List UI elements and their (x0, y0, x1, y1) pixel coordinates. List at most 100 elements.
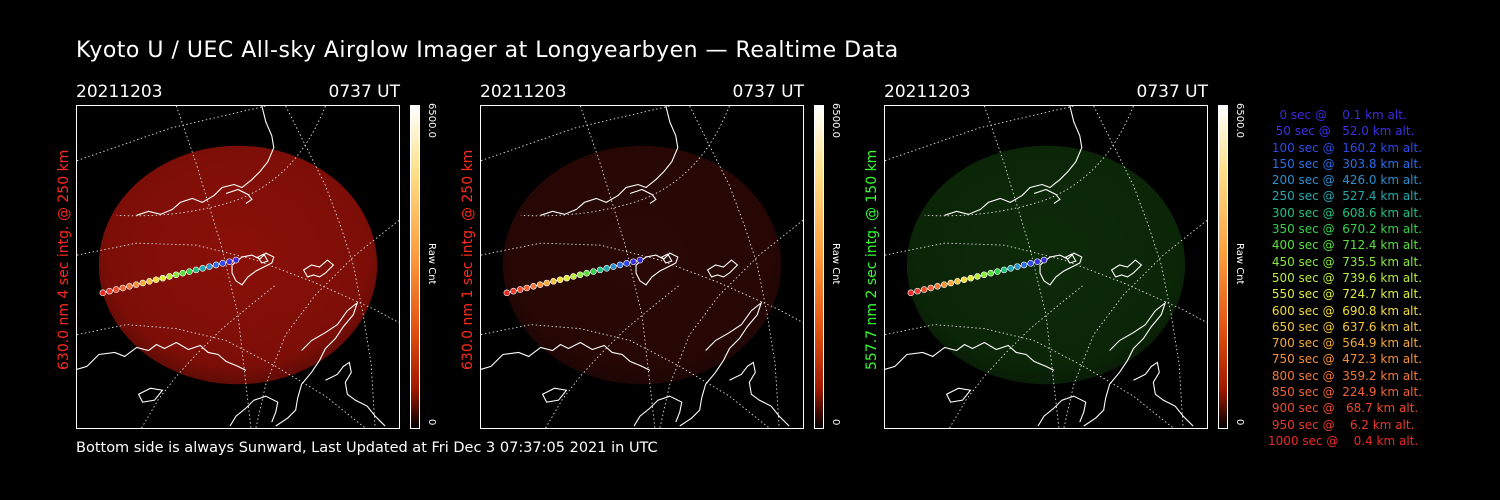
coastline (275, 301, 359, 427)
legend-entry: 950 sec @ 6.2 km alt. (1268, 417, 1415, 432)
colorbar-unit-label: Raw Cnt (426, 243, 437, 285)
trajectory-point (119, 284, 127, 292)
trajectory-point (576, 271, 584, 279)
trajectory-point (596, 266, 604, 274)
panel-ylabel: 557.7 nm 2 sec intg. @ 150 km (864, 149, 880, 370)
trajectory-point (563, 274, 571, 282)
colorbar-max-label: 6500.0 (830, 103, 841, 138)
trajectory-point (503, 289, 511, 297)
coastline (944, 106, 1083, 216)
lat-lon-grid-line (77, 106, 266, 162)
trajectory-point (616, 261, 624, 269)
trajectory-point (166, 273, 173, 280)
airglow-field (502, 145, 782, 385)
panel-date: 20211203 (480, 82, 567, 102)
lat-lon-grid-line (924, 106, 1134, 217)
trajectory-point (212, 261, 220, 269)
colorbar-min-label: 0 (830, 419, 841, 426)
coastline (729, 361, 790, 427)
lat-lon-grid-line (255, 219, 399, 428)
trajectory-point (550, 278, 557, 285)
lat-lon-grid-line (659, 219, 803, 428)
legend-entry: 800 sec @ 359.2 km alt. (1268, 368, 1423, 383)
trajectory-point (536, 281, 544, 288)
allsky-map-svg (481, 106, 803, 428)
trajectory-point (623, 260, 630, 267)
legend-entry: 150 sec @ 303.8 km alt. (1268, 156, 1423, 171)
allsky-image-panel (884, 105, 1208, 429)
lat-lon-grid-line (949, 284, 1085, 428)
lat-lon-grid-line (285, 106, 376, 428)
coastline (229, 395, 279, 427)
trajectory-point (1014, 263, 1021, 270)
trajectory-point (112, 286, 120, 293)
legend-entry: 450 sec @ 735.5 km alt. (1268, 254, 1423, 269)
trajectory-point (907, 289, 915, 297)
trajectory-point (516, 286, 524, 293)
coastline (679, 301, 763, 427)
legend-entry: 100 sec @ 160.2 km alt. (1268, 140, 1423, 155)
trajectory-point (980, 271, 988, 279)
trajectory-point (1040, 256, 1048, 264)
trajectory-point (1000, 266, 1008, 274)
lat-lon-grid-line (1063, 219, 1207, 428)
legend-entry: 550 sec @ 724.7 km alt. (1268, 287, 1423, 302)
coastline (1065, 253, 1077, 264)
trajectory-point (199, 265, 206, 272)
colorbar (814, 105, 824, 429)
colorbar-unit-label: Raw Cnt (1234, 243, 1245, 285)
colorbar-max-label: 6500.0 (426, 103, 437, 138)
trajectory-point (947, 279, 955, 287)
coastline (257, 253, 269, 264)
trajectory-point (994, 268, 1001, 275)
coastline (1083, 301, 1167, 427)
lat-lon-grid-line (885, 324, 1174, 428)
legend-entry: 900 sec @ 68.7 km alt. (1268, 401, 1419, 416)
trajectory-point (1034, 258, 1041, 266)
trajectory-point (556, 276, 564, 284)
trajectory-point (927, 284, 935, 292)
trajectory-point (1020, 261, 1028, 269)
lat-lon-grid-line (689, 106, 780, 428)
trajectory-point (179, 269, 187, 277)
trajectory-point (570, 273, 577, 280)
panel-time: 0737 UT (1136, 82, 1209, 102)
colorbar-min-label: 0 (1234, 419, 1245, 426)
trajectory-point (603, 265, 610, 272)
trajectory-point (636, 256, 644, 264)
lat-lon-grid-line (520, 106, 730, 217)
panel-date: 20211203 (76, 82, 163, 102)
coastline (1110, 259, 1143, 278)
legend-entry: 500 sec @ 739.6 km alt. (1268, 270, 1423, 285)
lat-lon-grid-line (481, 106, 670, 162)
trajectory-point (232, 256, 240, 264)
trajectory-point (1007, 265, 1014, 272)
lat-lon-grid-line (481, 242, 803, 324)
lat-lon-grid-line (885, 106, 1074, 162)
lat-lon-grid-line (116, 106, 326, 217)
trajectory-point (106, 287, 113, 295)
lat-lon-grid-line (1093, 106, 1184, 428)
coastline (1039, 252, 1083, 286)
lat-lon-grid-line (983, 106, 1060, 428)
coastline (231, 252, 275, 286)
coastline (77, 341, 247, 371)
trajectory-point (987, 269, 995, 277)
coastline (945, 387, 972, 403)
trajectory-point (914, 287, 921, 295)
trajectory-legend: 0 sec @ 0.1 km alt. 50 sec @ 52.0 km alt… (1268, 107, 1422, 449)
legend-entry: 750 sec @ 472.3 km alt. (1268, 352, 1423, 367)
lat-lon-grid-line (481, 324, 770, 428)
allsky-map-svg (885, 106, 1207, 428)
coastline (1033, 188, 1061, 204)
trajectory-point (610, 263, 617, 270)
panel-time: 0737 UT (732, 82, 805, 102)
trajectory-point (186, 268, 193, 275)
trajectory-point (954, 278, 961, 285)
trajectory-point (510, 287, 517, 295)
legend-entry: 600 sec @ 690.8 km alt. (1268, 303, 1423, 318)
lat-lon-grid-line (885, 242, 1207, 324)
legend-entry: 650 sec @ 637.6 km alt. (1268, 319, 1423, 334)
legend-entry: 0 sec @ 0.1 km alt. (1268, 108, 1407, 122)
colorbar-min-label: 0 (426, 419, 437, 426)
